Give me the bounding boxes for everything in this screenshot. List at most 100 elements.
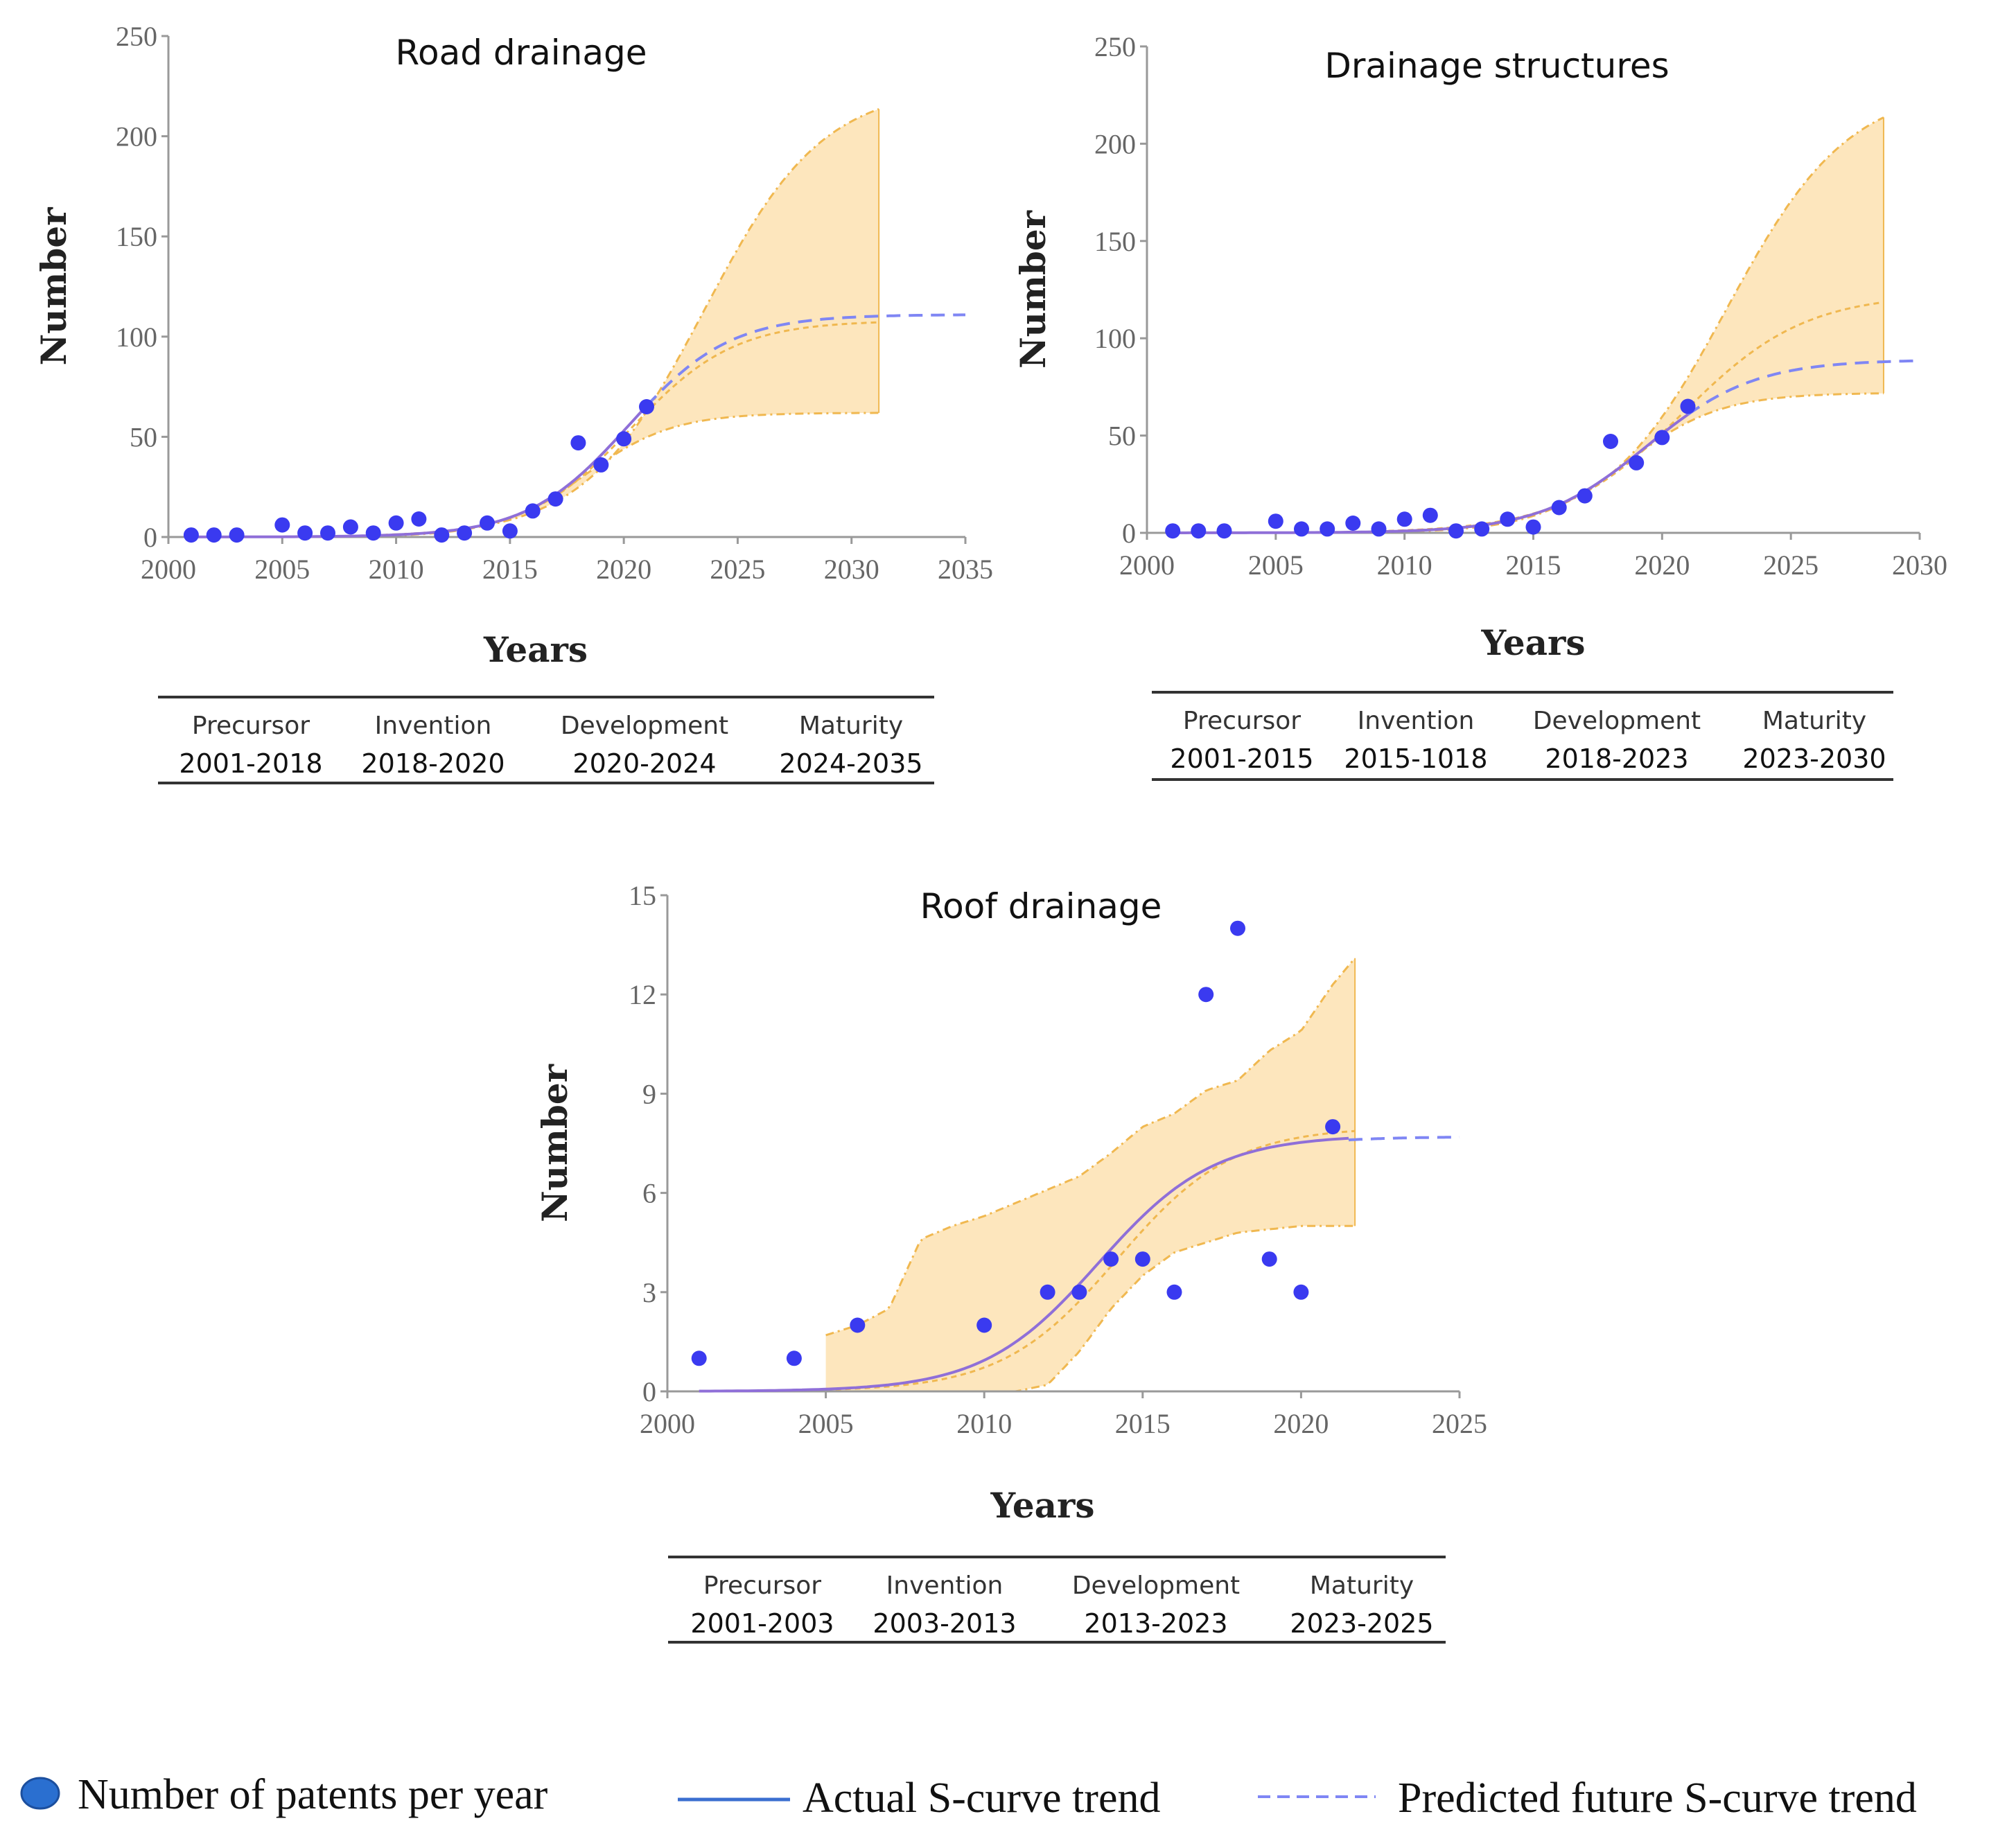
data-point <box>1268 513 1283 529</box>
data-point <box>1320 521 1335 537</box>
data-point <box>1345 516 1361 531</box>
data-point <box>593 457 609 473</box>
stage-table-road-drainage: Precursor 2001-2018 Invention 2018-2020 Deve… <box>158 696 934 784</box>
x-tick-label: 2020 <box>1273 1408 1329 1439</box>
data-point <box>1551 500 1567 516</box>
stage-name: Development <box>1072 1572 1240 1600</box>
data-point <box>639 399 654 414</box>
y-tick-label: 0 <box>143 522 157 553</box>
stage-name: Precursor <box>1183 707 1301 735</box>
x-tick-label: 2000 <box>640 1408 695 1439</box>
data-point <box>1577 488 1593 504</box>
actual-s-curve <box>1173 413 1689 534</box>
y-axis-label: Number <box>33 207 74 366</box>
actual-s-curve <box>699 1136 1349 1393</box>
x-tick-label: 2000 <box>141 554 196 585</box>
data-point <box>1422 507 1438 523</box>
y-tick-label: 200 <box>1094 128 1136 159</box>
data-point <box>480 515 495 531</box>
data-point <box>1103 1251 1119 1267</box>
legend-predicted-label: Predicted future S-curve trend <box>1398 1775 1917 1822</box>
stage-range: 2023-2025 <box>1290 1608 1433 1639</box>
data-point <box>388 515 404 531</box>
stage-range: 2013-2023 <box>1084 1608 1227 1639</box>
data-point <box>320 525 335 541</box>
data-point <box>1166 1284 1182 1300</box>
data-point <box>547 491 563 507</box>
y-axis-label: Number <box>1013 210 1053 369</box>
data-point <box>1448 523 1464 539</box>
x-tick-label: 2020 <box>596 554 651 585</box>
y-tick-label: 150 <box>116 221 157 252</box>
data-point <box>1325 1119 1341 1135</box>
legend-points-label: Number of patents per year <box>78 1771 548 1818</box>
y-tick-label: 6 <box>642 1178 656 1209</box>
y-tick-label: 50 <box>1108 421 1136 452</box>
data-point <box>1500 511 1516 527</box>
stage-name: Invention <box>1358 707 1475 735</box>
data-point <box>1629 455 1645 470</box>
legend-actual-label: Actual S-curve trend <box>803 1775 1160 1822</box>
y-tick-label: 150 <box>1094 226 1136 257</box>
data-point <box>1216 523 1232 539</box>
data-point <box>274 517 290 533</box>
y-tick-label: 0 <box>642 1376 656 1407</box>
y-tick-label: 100 <box>116 322 157 353</box>
x-tick-label: 2020 <box>1634 549 1690 581</box>
x-tick-label: 2010 <box>956 1408 1012 1439</box>
chart-title: Drainage structures <box>1324 46 1669 86</box>
x-tick-label: 2025 <box>1432 1408 1487 1439</box>
stage-range: 2018-2020 <box>361 748 505 779</box>
stage-name: Maturity <box>1762 707 1866 735</box>
stage-range: 2015-1018 <box>1344 743 1487 774</box>
x-tick-label: 2030 <box>1892 549 1947 581</box>
x-tick-label: 2030 <box>824 554 879 585</box>
x-tick-label: 2010 <box>369 554 424 585</box>
x-tick-label: 2015 <box>1506 549 1561 581</box>
data-point <box>365 525 381 541</box>
data-point <box>616 431 632 447</box>
stage-range: 2018-2023 <box>1545 743 1688 774</box>
x-tick-label: 2005 <box>1248 549 1304 581</box>
data-point <box>183 527 199 543</box>
data-point <box>457 525 473 541</box>
stage-name: Development <box>561 712 728 740</box>
stage-name: Maturity <box>1310 1572 1414 1600</box>
stage-name: Maturity <box>799 712 903 740</box>
confidence-band <box>825 958 1356 1391</box>
stage-range: 2001-2015 <box>1170 743 1313 774</box>
legend-point-marker <box>20 1777 60 1810</box>
predicted-s-curve <box>1348 1136 1460 1142</box>
data-point <box>786 1350 802 1366</box>
chart-title: Roof drainage <box>920 886 1162 926</box>
data-point <box>1474 521 1490 537</box>
y-tick-label: 100 <box>1094 323 1136 354</box>
data-point <box>411 511 427 527</box>
y-tick-label: 250 <box>116 21 157 52</box>
stage-range: 2001-2018 <box>179 748 322 779</box>
stage-name: Precursor <box>703 1572 821 1600</box>
band-lower-edge <box>373 412 879 538</box>
stage-range: 2003-2013 <box>873 1608 1016 1639</box>
data-point <box>342 519 358 535</box>
x-tick-label: 2015 <box>1115 1408 1171 1439</box>
data-point <box>525 503 541 519</box>
stage-name: Invention <box>886 1572 1004 1600</box>
chart-title: Road drainage <box>395 33 647 73</box>
x-axis-label: Years <box>483 629 588 670</box>
y-tick-label: 0 <box>1122 518 1136 549</box>
y-tick-label: 200 <box>116 121 157 152</box>
x-tick-label: 2000 <box>1119 549 1175 581</box>
band-mid-line <box>1378 301 1884 533</box>
data-point <box>850 1317 866 1333</box>
predicted-s-curve <box>1687 359 1920 416</box>
predicted-s-curve <box>645 313 965 407</box>
chart-roof-drainage: 0 3 6 9 12 15 2000 2005 2010 2015 2020 2025 Roof dra… <box>534 880 1487 1526</box>
stage-range: 2023-2030 <box>1742 743 1886 774</box>
stage-range: 2024-2035 <box>779 748 922 779</box>
chart-drainage-structures: 0 50 100 150 200 250 2000 2005 2010 2015 2020 2025 2… <box>1013 31 1947 663</box>
y-tick-label: 15 <box>629 880 656 911</box>
data-point <box>297 525 313 541</box>
actual-s-curve <box>191 405 648 538</box>
